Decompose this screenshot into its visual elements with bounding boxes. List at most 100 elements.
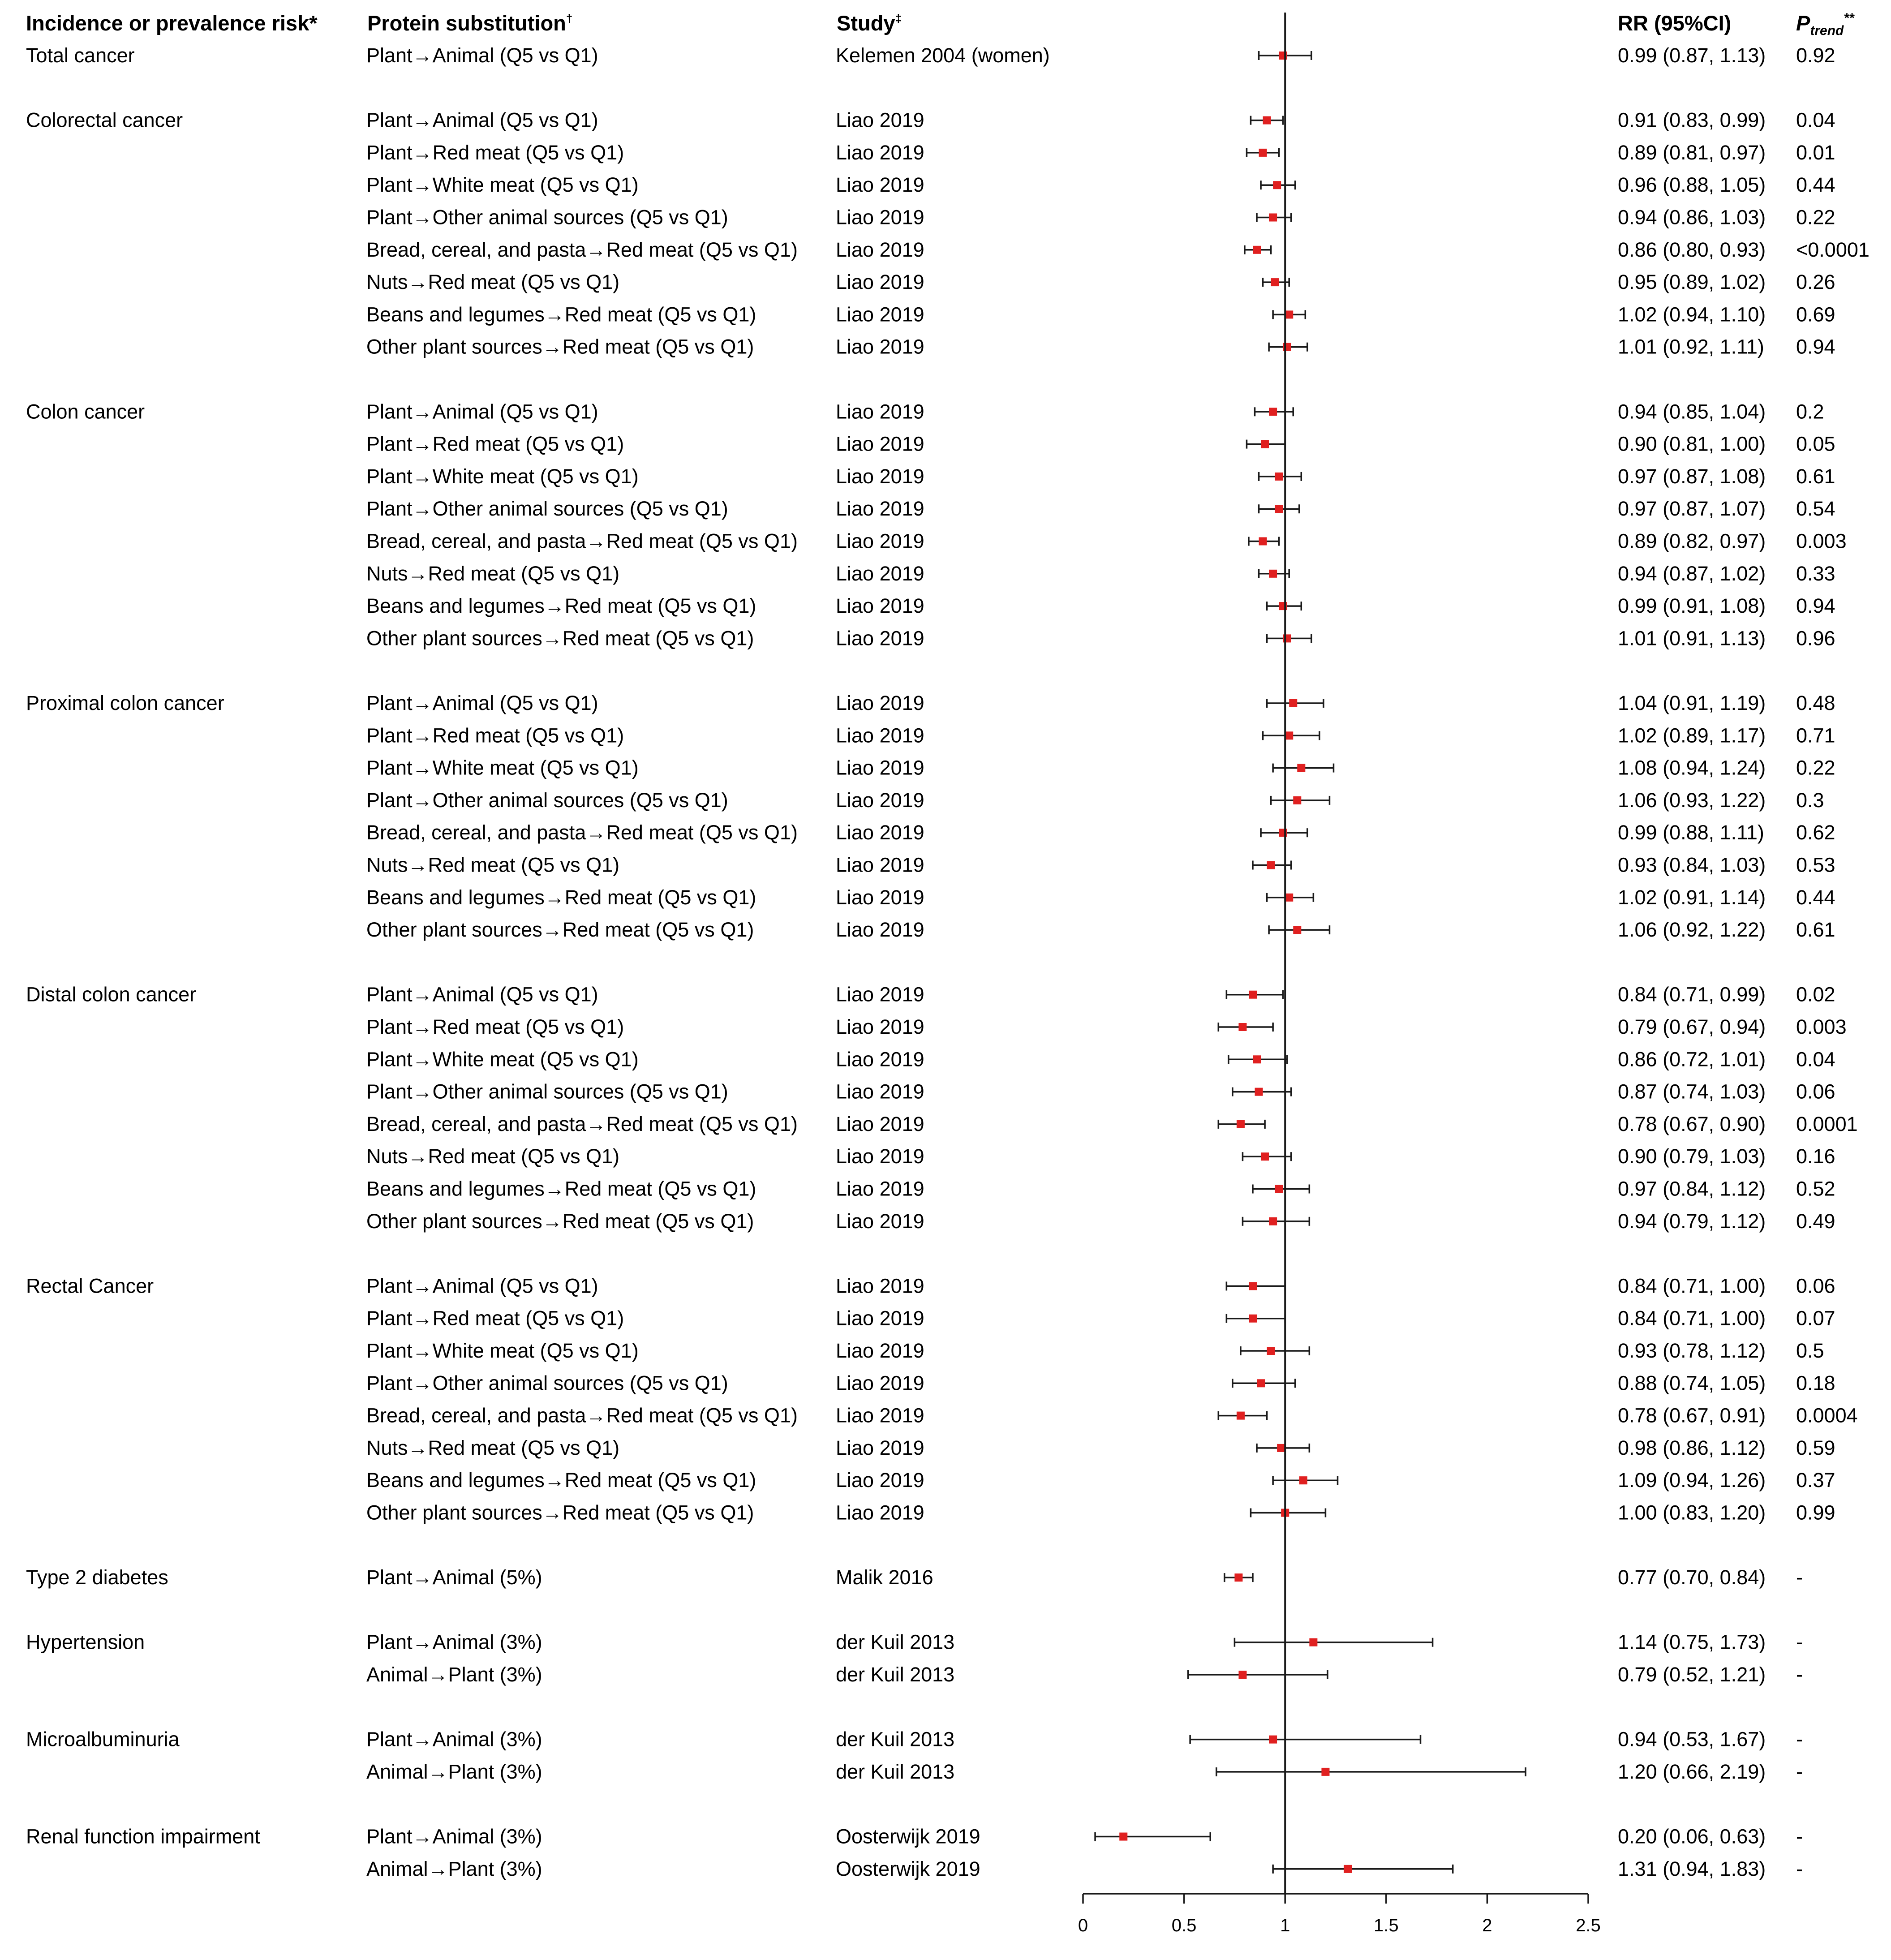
substitution-label: Plant→Other animal sources (Q5 vs Q1) bbox=[366, 497, 728, 520]
substitution-label: Bread, cereal, and pasta→Red meat (Q5 vs… bbox=[366, 821, 798, 844]
rr-ci-label: 0.84 (0.71, 0.99) bbox=[1618, 983, 1766, 1006]
substitution-label: Bread, cereal, and pasta→Red meat (Q5 vs… bbox=[366, 530, 798, 553]
substitution-label: Plant→White meat (Q5 vs Q1) bbox=[366, 756, 639, 779]
ptrend-label: - bbox=[1796, 1566, 1803, 1589]
outcome-label: Type 2 diabetes bbox=[26, 1566, 168, 1589]
rr-ci-label: 0.96 (0.88, 1.05) bbox=[1618, 173, 1766, 196]
rr-ci-label: 0.99 (0.87, 1.13) bbox=[1618, 44, 1766, 67]
ptrend-label: 0.003 bbox=[1796, 1015, 1847, 1038]
ptrend-label: 0.62 bbox=[1796, 821, 1835, 844]
point-estimate bbox=[1238, 1023, 1247, 1031]
point-estimate bbox=[1285, 893, 1294, 902]
study-label: Liao 2019 bbox=[836, 141, 924, 164]
rr-ci-label: 0.79 (0.67, 0.94) bbox=[1618, 1015, 1766, 1038]
rr-ci-label: 1.02 (0.91, 1.14) bbox=[1618, 886, 1766, 909]
rr-ci-label: 1.00 (0.83, 1.20) bbox=[1618, 1501, 1766, 1524]
outcome-label: Renal function impairment bbox=[26, 1825, 260, 1848]
substitution-label: Plant→Red meat (Q5 vs Q1) bbox=[366, 141, 624, 164]
point-estimate bbox=[1238, 1671, 1247, 1679]
substitution-label: Nuts→Red meat (Q5 vs Q1) bbox=[366, 1436, 619, 1459]
point-estimate bbox=[1309, 1638, 1318, 1646]
substitution-label: Beans and legumes→Red meat (Q5 vs Q1) bbox=[366, 886, 756, 909]
ptrend-label: 0.01 bbox=[1796, 141, 1835, 164]
study-label: der Kuil 2013 bbox=[836, 1760, 954, 1783]
rr-ci-label: 1.01 (0.91, 1.13) bbox=[1618, 627, 1766, 649]
rr-ci-label: 0.87 (0.74, 1.03) bbox=[1618, 1080, 1766, 1103]
substitution-label: Plant→White meat (Q5 vs Q1) bbox=[366, 1048, 639, 1070]
study-label: Liao 2019 bbox=[836, 1048, 924, 1070]
rr-ci-label: 0.97 (0.84, 1.12) bbox=[1618, 1178, 1766, 1200]
substitution-label: Bread, cereal, and pasta→Red meat (Q5 vs… bbox=[366, 1404, 798, 1427]
study-label: Liao 2019 bbox=[836, 206, 924, 229]
rr-ci-label: 0.90 (0.79, 1.03) bbox=[1618, 1145, 1766, 1168]
point-estimate bbox=[1119, 1832, 1128, 1841]
study-label: der Kuil 2013 bbox=[836, 1631, 954, 1654]
study-label: Liao 2019 bbox=[836, 1113, 924, 1135]
header-ptrend: Ptrend** bbox=[1796, 11, 1855, 38]
header-rr: RR (95%CI) bbox=[1618, 11, 1731, 35]
ptrend-label: 0.48 bbox=[1796, 692, 1835, 714]
ptrend-label: - bbox=[1796, 1857, 1803, 1880]
substitution-label: Beans and legumes→Red meat (Q5 vs Q1) bbox=[366, 594, 756, 617]
rr-ci-label: 1.08 (0.94, 1.24) bbox=[1618, 756, 1766, 779]
substitution-label: Other plant sources→Red meat (Q5 vs Q1) bbox=[366, 918, 754, 941]
ptrend-label: 0.94 bbox=[1796, 335, 1835, 358]
ptrend-label: 0.18 bbox=[1796, 1371, 1835, 1394]
ptrend-label: 0.92 bbox=[1796, 44, 1835, 67]
study-label: der Kuil 2013 bbox=[836, 1728, 954, 1751]
ptrend-label: <0.0001 bbox=[1796, 238, 1870, 261]
study-label: Liao 2019 bbox=[836, 109, 924, 132]
rr-ci-label: 0.97 (0.87, 1.07) bbox=[1618, 497, 1766, 520]
substitution-label: Plant→White meat (Q5 vs Q1) bbox=[366, 173, 639, 196]
ptrend-label: 0.61 bbox=[1796, 918, 1835, 941]
ptrend-label: 0.99 bbox=[1796, 1501, 1835, 1524]
study-label: Liao 2019 bbox=[836, 303, 924, 326]
rr-ci-label: 1.02 (0.94, 1.10) bbox=[1618, 303, 1766, 326]
ptrend-label: 0.59 bbox=[1796, 1436, 1835, 1459]
ptrend-label: 0.5 bbox=[1796, 1339, 1824, 1362]
study-label: Liao 2019 bbox=[836, 692, 924, 714]
ptrend-label: 0.04 bbox=[1796, 1048, 1835, 1070]
substitution-label: Other plant sources→Red meat (Q5 vs Q1) bbox=[366, 627, 754, 649]
ptrend-label: 0.05 bbox=[1796, 433, 1835, 456]
substitution-label: Plant→Animal (3%) bbox=[366, 1631, 542, 1654]
point-estimate bbox=[1234, 1573, 1243, 1582]
rr-ci-label: 1.31 (0.94, 1.83) bbox=[1618, 1857, 1766, 1880]
ptrend-label: 0.3 bbox=[1796, 789, 1824, 812]
point-estimate bbox=[1293, 796, 1302, 804]
substitution-label: Plant→Animal (3%) bbox=[366, 1728, 542, 1751]
ptrend-label: 0.94 bbox=[1796, 594, 1835, 617]
substitution-label: Animal→Plant (3%) bbox=[366, 1857, 542, 1880]
ptrend-label: - bbox=[1796, 1631, 1803, 1654]
study-label: Malik 2016 bbox=[836, 1566, 933, 1589]
point-estimate bbox=[1275, 472, 1283, 481]
rr-ci-label: 1.06 (0.92, 1.22) bbox=[1618, 918, 1766, 941]
study-label: Liao 2019 bbox=[836, 1080, 924, 1103]
point-estimate bbox=[1293, 926, 1302, 934]
point-estimate bbox=[1253, 1055, 1261, 1064]
point-estimate bbox=[1261, 1152, 1269, 1161]
header-row: Incidence or prevalence risk* Protein su… bbox=[26, 11, 1855, 38]
substitution-label: Bread, cereal, and pasta→Red meat (Q5 vs… bbox=[366, 238, 798, 261]
study-label: Liao 2019 bbox=[836, 271, 924, 293]
point-estimate bbox=[1289, 699, 1298, 707]
substitution-label: Beans and legumes→Red meat (Q5 vs Q1) bbox=[366, 303, 756, 326]
study-label: Liao 2019 bbox=[836, 854, 924, 877]
ptrend-label: 0.003 bbox=[1796, 530, 1847, 553]
point-estimate bbox=[1249, 1282, 1257, 1290]
study-label: Liao 2019 bbox=[836, 530, 924, 553]
rr-ci-label: 0.89 (0.81, 0.97) bbox=[1618, 141, 1766, 164]
substitution-label: Bread, cereal, and pasta→Red meat (Q5 vs… bbox=[366, 1113, 798, 1135]
rr-ci-label: 0.93 (0.78, 1.12) bbox=[1618, 1339, 1766, 1362]
substitution-label: Beans and legumes→Red meat (Q5 vs Q1) bbox=[366, 1178, 756, 1200]
study-label: Liao 2019 bbox=[836, 400, 924, 423]
point-estimate bbox=[1249, 990, 1257, 999]
study-label: Kelemen 2004 (women) bbox=[836, 44, 1050, 67]
ptrend-label: 0.06 bbox=[1796, 1274, 1835, 1297]
substitution-label: Plant→Animal (Q5 vs Q1) bbox=[366, 983, 598, 1006]
ptrend-label: 0.53 bbox=[1796, 854, 1835, 877]
rr-ci-label: 0.93 (0.84, 1.03) bbox=[1618, 854, 1766, 877]
x-tick-label: 0 bbox=[1078, 1916, 1088, 1935]
point-estimate bbox=[1269, 1735, 1277, 1744]
